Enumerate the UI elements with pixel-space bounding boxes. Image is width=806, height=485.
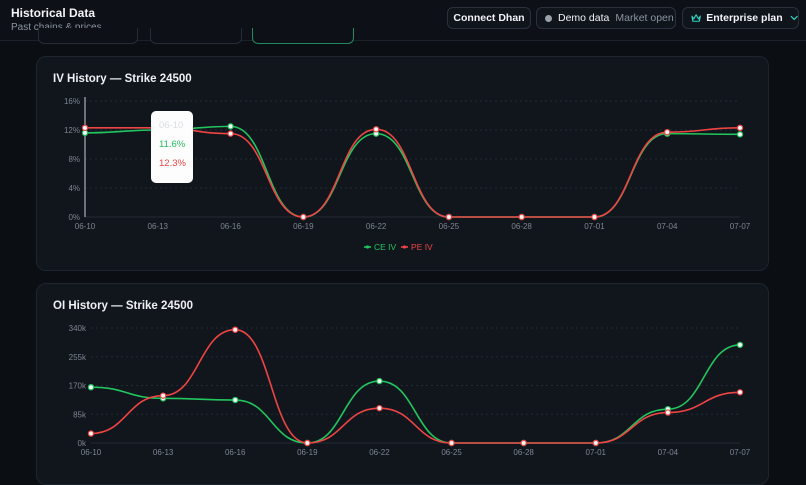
- oi-history-chart[interactable]: 0k 85k 170k 255k 340k 06-10 06-13 06-16 06-19 06-…: [37, 284, 768, 484]
- tab-stub[interactable]: [38, 28, 138, 44]
- chevron-down-icon: [790, 15, 798, 21]
- data-point: [448, 439, 455, 447]
- x-tick-label: 07-04: [658, 448, 679, 457]
- x-tick-label: 06-19: [293, 222, 314, 231]
- y-tick-label: 0k: [78, 439, 87, 448]
- data-point: [81, 129, 89, 137]
- x-tick-label: 06-10: [75, 222, 96, 231]
- x-tick-label: 06-13: [153, 448, 174, 457]
- iv-history-card: IV History — Strike 24500 0% 4% 8% 12% 16% 06…: [36, 56, 769, 271]
- x-tick-label: 07-01: [584, 222, 605, 231]
- data-point: [300, 213, 307, 221]
- market-status: Market open: [615, 12, 674, 24]
- tooltip-pe-value: 12.3%: [159, 158, 186, 169]
- data-point: [376, 377, 383, 385]
- connect-dhan-button[interactable]: Connect Dhan: [447, 7, 531, 29]
- demo-data-toggle[interactable]: Demo data Market open: [536, 7, 676, 29]
- y-tick-label: 85k: [73, 410, 87, 419]
- series-line: [90, 344, 741, 444]
- tab-stub[interactable]: [150, 28, 242, 44]
- data-point: [87, 430, 95, 437]
- x-tick-label: 07-01: [586, 448, 607, 457]
- data-point: [445, 213, 453, 221]
- data-point: [736, 124, 744, 132]
- x-tick-label: 06-28: [513, 448, 534, 457]
- data-point: [520, 439, 527, 447]
- data-point: [232, 396, 239, 404]
- data-point: [518, 213, 525, 221]
- legend-marker: [365, 245, 370, 249]
- y-tick-label: 8%: [68, 155, 80, 164]
- data-point: [664, 409, 672, 416]
- data-point: [592, 439, 599, 447]
- data-point: [81, 124, 89, 132]
- data-point: [736, 341, 744, 349]
- x-tick-label: 06-25: [441, 448, 462, 457]
- plan-label: Enterprise plan: [706, 12, 783, 24]
- x-tick-label: 06-16: [220, 222, 241, 231]
- y-tick-label: 4%: [68, 184, 80, 193]
- page-title: Historical Data: [11, 6, 96, 20]
- y-tick-label: 255k: [69, 353, 87, 362]
- data-point: [372, 126, 380, 133]
- y-tick-label: 16%: [64, 97, 80, 106]
- plan-selector[interactable]: Enterprise plan: [682, 7, 799, 29]
- data-point: [591, 213, 598, 221]
- page-subtitle: Past chains & prices: [11, 22, 102, 33]
- demo-data-label: Demo data: [558, 12, 610, 24]
- data-point: [736, 131, 744, 138]
- crown-icon: [691, 14, 701, 22]
- x-tick-label: 06-19: [297, 448, 318, 457]
- data-point: [87, 383, 95, 391]
- x-tick-label: 07-07: [730, 448, 751, 457]
- legend-marker: [402, 245, 407, 249]
- x-tick-label: 07-04: [657, 222, 678, 231]
- y-tick-label: 0%: [68, 213, 80, 222]
- data-point: [227, 123, 234, 130]
- x-tick-label: 07-07: [730, 222, 751, 231]
- legend-label: PE IV: [411, 242, 433, 252]
- data-point: [376, 404, 383, 412]
- y-tick-label: 340k: [69, 324, 87, 333]
- tooltip-date: 06-10: [159, 120, 184, 131]
- x-tick-label: 06-16: [225, 448, 246, 457]
- data-point: [736, 389, 744, 396]
- data-point: [227, 130, 234, 137]
- y-tick-label: 170k: [69, 382, 87, 391]
- x-tick-label: 06-25: [439, 222, 460, 231]
- data-point: [304, 439, 311, 447]
- x-tick-label: 06-28: [511, 222, 532, 231]
- x-tick-label: 06-22: [366, 222, 387, 231]
- series-line: [85, 127, 741, 218]
- series-line: [90, 328, 741, 444]
- oi-chart-title: OI History — Strike 24500: [53, 300, 193, 312]
- data-point: [159, 392, 167, 399]
- data-point: [664, 128, 671, 136]
- iv-chart-title: IV History — Strike 24500: [53, 73, 192, 85]
- y-tick-label: 12%: [64, 126, 80, 135]
- data-point: [232, 326, 239, 333]
- legend-label: CE IV: [374, 242, 397, 252]
- x-tick-label: 06-22: [369, 448, 390, 457]
- x-tick-label: 06-13: [148, 222, 169, 231]
- iv-history-chart[interactable]: 0% 4% 8% 12% 16% 06-10 06-13 06-16 06-19 06-22 06-…: [37, 57, 768, 270]
- status-dot-icon: [545, 14, 552, 22]
- tab-stub-active[interactable]: [252, 28, 354, 44]
- x-tick-label: 06-10: [81, 448, 102, 457]
- oi-history-card: OI History — Strike 24500 0k 85k 170k 255k 3…: [36, 283, 769, 485]
- tooltip-ce-value: 11.6%: [159, 139, 186, 150]
- chart-tooltip: 06-10 11.6% 12.3%: [151, 111, 193, 183]
